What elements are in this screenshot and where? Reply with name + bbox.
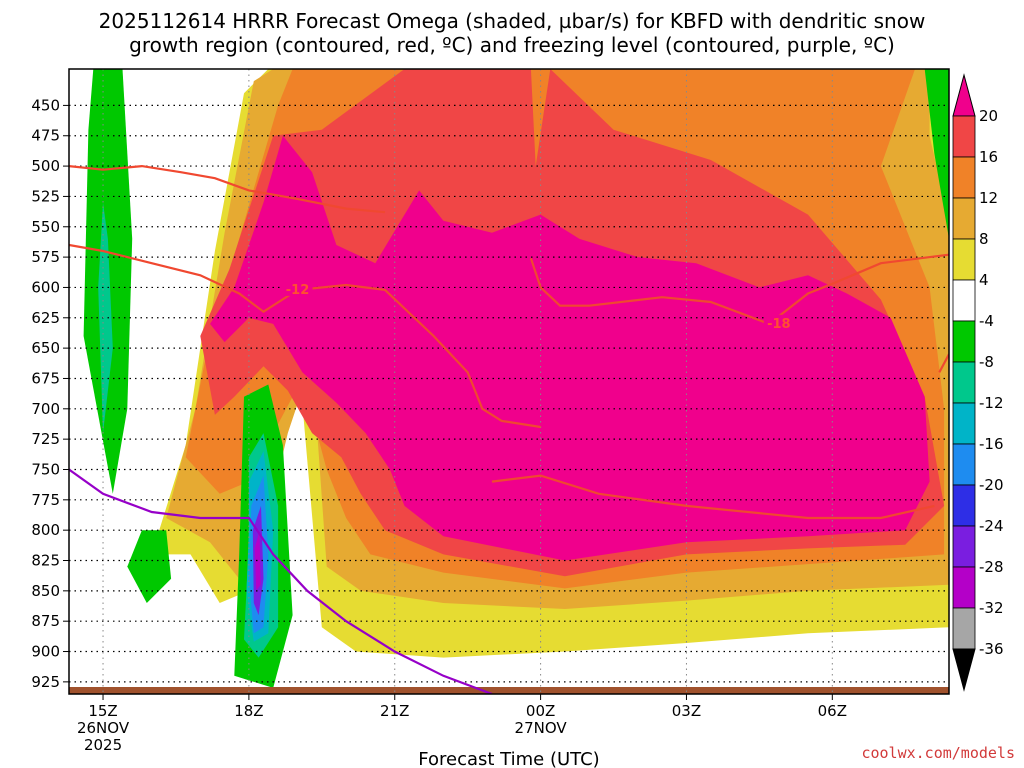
y-tick-label: 450 <box>31 96 60 114</box>
title-line-1: 2025112614 HRRR Forecast Omega (shaded, … <box>99 9 926 33</box>
omega-region--12_-8-6 <box>98 202 113 434</box>
colorbar-segment-8_12 <box>952 197 976 240</box>
y-tick-label: 725 <box>31 430 60 448</box>
colorbar: 20 16 12 8 4 -4 -8 -12 -16 -20 -24 -28 -32 -36 <box>952 73 1004 692</box>
colorbar-label: -24 <box>979 517 1004 535</box>
colorbar-segment--4_4 <box>952 279 976 322</box>
x-tick-label: 00Z <box>526 702 555 720</box>
colorbar-segment--16_-12 <box>952 402 976 445</box>
x-tick-label: 21Z <box>380 702 409 720</box>
y-tick-label: 875 <box>31 612 60 630</box>
colorbar-segment-below_-36 <box>952 648 976 692</box>
colorbar-label: -20 <box>979 476 1004 494</box>
omega-region--8_-4-7 <box>127 530 172 603</box>
plot-area: -12 -18 <box>68 68 950 695</box>
colorbar-label: -4 <box>979 312 994 330</box>
y-tick-label: 550 <box>31 218 60 236</box>
colorbar-label: 4 <box>979 271 989 289</box>
contour-dgz_-18-2 <box>529 253 949 326</box>
contour-label: -12 <box>286 283 310 298</box>
y-tick-label: 825 <box>31 552 60 570</box>
contour-label: -18 <box>767 317 791 332</box>
colorbar-label: -32 <box>979 599 1004 617</box>
y-tick-label: 475 <box>31 127 60 145</box>
x-tick-label: 27NOV <box>515 719 568 737</box>
x-tick-label: 06Z <box>818 702 847 720</box>
omega-region--32_-28-13 <box>254 530 261 591</box>
x-tick-label: 03Z <box>672 702 701 720</box>
y-tick-label: 675 <box>31 369 60 387</box>
y-tick-label: 700 <box>31 400 60 418</box>
y-tick-label: 925 <box>31 673 60 691</box>
colorbar-segment--36_-32 <box>952 607 976 650</box>
y-tick-label: 575 <box>31 248 60 266</box>
colorbar-segment--28_-24 <box>952 525 976 568</box>
colorbar-label: -8 <box>979 353 994 371</box>
grid-lines <box>69 69 949 694</box>
ground-strip <box>69 687 949 694</box>
colorbar-label: 16 <box>979 148 998 166</box>
colorbar-label: -12 <box>979 394 1004 412</box>
colorbar-segment-16_20 <box>952 115 976 158</box>
contour-dgz_-18-4 <box>938 353 949 373</box>
colorbar-segment-4_8 <box>952 238 976 281</box>
colorbar-label: 12 <box>979 189 998 207</box>
omega-region--8_-4-14 <box>924 69 949 239</box>
colorbar-segment--12_-8 <box>952 361 976 404</box>
colorbar-segment-12_16 <box>952 156 976 199</box>
y-tick-label: 775 <box>31 491 60 509</box>
y-tick-label: 750 <box>31 460 60 478</box>
y-tick-label: 650 <box>31 339 60 357</box>
x-tick-label: 18Z <box>234 702 263 720</box>
colorbar-label: -16 <box>979 435 1004 453</box>
y-tick-label: 600 <box>31 278 60 296</box>
colorbar-label: 20 <box>979 107 998 125</box>
colorbar-label: -36 <box>979 640 1004 658</box>
contour-dgz_-12-0 <box>69 164 386 214</box>
y-axis: 450 475 500 525 550 575 600 625 650 675 700 725 750 7… <box>31 96 69 691</box>
y-tick-label: 525 <box>31 187 60 205</box>
contour-label-bg <box>763 314 794 330</box>
x-tick-label: 15Z <box>88 702 117 720</box>
y-tick-label: 850 <box>31 582 60 600</box>
chart-title: 2025112614 HRRR Forecast Omega (shaded, … <box>99 9 926 57</box>
colorbar-segment--24_-20 <box>952 484 976 527</box>
y-tick-label: 500 <box>31 157 60 175</box>
colorbar-segment--32_-28 <box>952 566 976 609</box>
contour-lines: -12 -18 <box>69 164 949 694</box>
x-tick-label: 2025 <box>84 736 122 754</box>
colorbar-label: 8 <box>979 230 989 248</box>
colorbar-segment--8_-4 <box>952 320 976 363</box>
y-tick-label: 625 <box>31 309 60 327</box>
colorbar-segment--20_-16 <box>952 443 976 486</box>
credit-text: coolwx.com/models <box>861 744 1015 762</box>
y-tick-label: 900 <box>31 643 60 661</box>
x-axis-label: Forecast Time (UTC) <box>418 749 599 768</box>
y-tick-label: 800 <box>31 521 60 539</box>
contour-dgz_-18-3 <box>491 474 935 520</box>
x-tick-label: 26NOV <box>77 719 130 737</box>
plot-frame <box>68 68 950 695</box>
contour-freezing_level-5 <box>69 468 493 694</box>
colorbar-label: -28 <box>979 558 1004 576</box>
contour-label-bg <box>282 280 313 296</box>
colorbar-segment-above_20 <box>952 73 976 117</box>
contour-dgz_-12-1 <box>69 243 541 429</box>
title-line-2: growth region (contoured, red, ºC) and f… <box>129 33 895 57</box>
